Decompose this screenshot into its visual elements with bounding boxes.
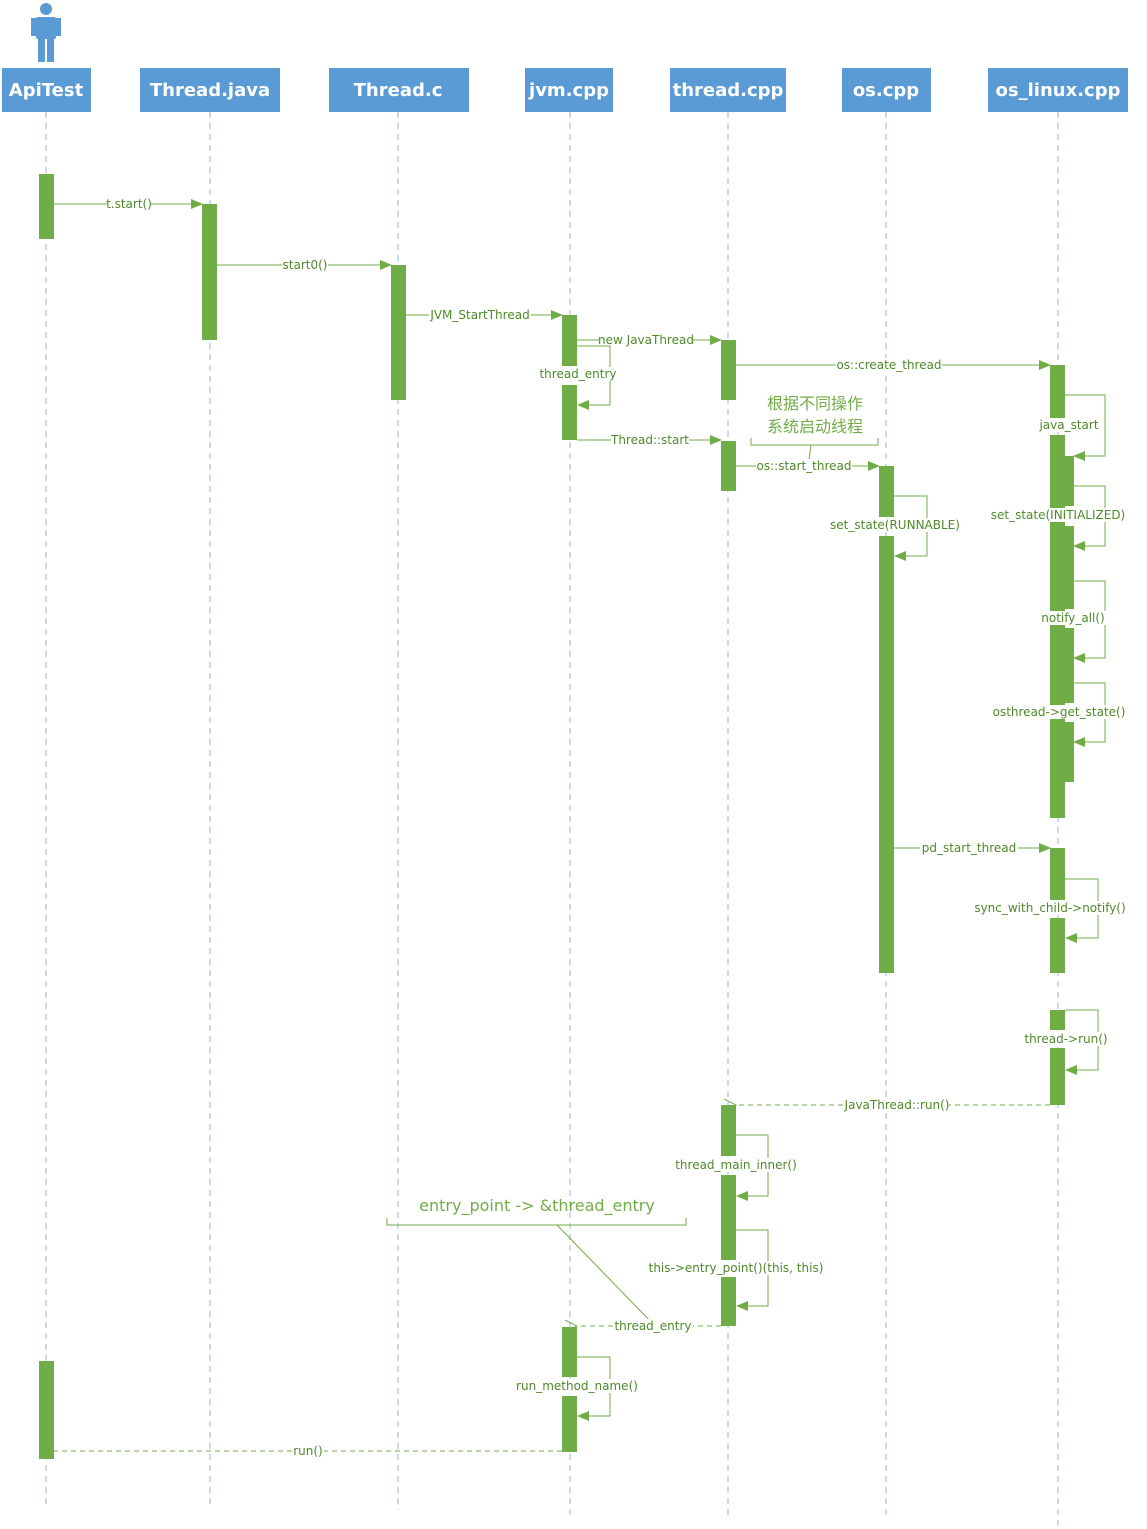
message-thread-main-inner: thread_main_inner(): [674, 1134, 798, 1201]
activation-bar: [879, 536, 894, 973]
message-jvm-start-thread: JVM_StartThread: [406, 308, 563, 322]
participant-headers: ApiTest Thread.java Thread.c jvm.cpp thr…: [2, 68, 1128, 112]
activation-bar: [562, 315, 577, 366]
participant-label: Thread.c: [354, 80, 443, 101]
message-run-method-name: run_method_name(): [516, 1356, 638, 1421]
message-label: thread_entry: [614, 1319, 691, 1333]
message-entry-point-call: this->entry_point()(this, this): [649, 1229, 824, 1311]
message-os-start-thread: os::start_thread: [736, 459, 880, 473]
activation-bar: [721, 441, 736, 491]
message-label: notify_all(): [1041, 611, 1105, 625]
activation-bar: [1050, 848, 1065, 900]
message-label: JVM_StartThread: [429, 308, 529, 322]
message-thread-start: Thread::start: [577, 433, 722, 447]
message-thread-entry-return: thread_entry: [577, 1319, 721, 1333]
message-label: run(): [293, 1444, 323, 1458]
message-label: Thread::start: [610, 433, 689, 447]
message-javathread-run: JavaThread::run(): [736, 1098, 1050, 1112]
activation-bar: [562, 385, 577, 440]
participant-thread-cpp: thread.cpp: [670, 68, 786, 112]
participant-jvm-cpp: jvm.cpp: [525, 68, 613, 112]
participant-os-cpp: os.cpp: [842, 68, 931, 112]
activation-bar: [1059, 628, 1074, 703]
message-label: os::start_thread: [757, 459, 852, 473]
participant-os-linux-cpp: os_linux.cpp: [988, 68, 1128, 112]
message-set-state-initialized: set_state(INITIALIZED): [991, 485, 1126, 551]
message-sync-notify: sync_with_child->notify(): [974, 878, 1126, 943]
activation-bar: [562, 1396, 577, 1452]
note-text: 系统启动线程: [767, 417, 863, 436]
message-label: thread_entry: [539, 367, 616, 381]
message-label: thread->run(): [1024, 1032, 1107, 1046]
participant-label: jvm.cpp: [528, 80, 609, 101]
message-label: JavaThread::run(): [844, 1098, 950, 1112]
activation-bar: [39, 1361, 54, 1459]
note-text: entry_point -> &thread_entry: [419, 1196, 655, 1216]
activation-bar: [562, 1327, 577, 1377]
message-new-java-thread: new JavaThread: [577, 333, 722, 347]
activation-bar: [1059, 526, 1074, 609]
message-label: this->entry_point()(this, this): [649, 1261, 824, 1275]
os-note: 根据不同操作 系统启动线程: [750, 394, 879, 468]
message-thread-entry-self: thread_entry: [538, 345, 618, 410]
activation-bar: [202, 204, 217, 340]
message-label: set_state(RUNNABLE): [830, 518, 960, 532]
activation-bar: [1050, 918, 1065, 973]
lifelines: [45, 112, 1059, 1525]
participant-label: Thread.java: [150, 80, 270, 101]
activation-bar: [391, 265, 406, 400]
activation-bars: [39, 174, 1074, 1459]
message-label: t.start(): [106, 197, 152, 211]
message-os-create-thread: os::create_thread: [736, 358, 1051, 372]
message-run-return: run(): [54, 1444, 562, 1458]
participant-label: os_linux.cpp: [996, 80, 1121, 101]
activation-bar: [879, 466, 894, 517]
activation-bar: [721, 1277, 736, 1326]
activation-bar: [1050, 1010, 1065, 1030]
message-label: thread_main_inner(): [675, 1158, 797, 1172]
participant-thread-c: Thread.c: [329, 68, 469, 112]
activation-bar: [1059, 722, 1074, 782]
message-get-state: osthread->get_state(): [993, 682, 1126, 747]
message-pd-start-thread: pd_start_thread: [894, 841, 1051, 855]
message-label: sync_with_child->notify(): [974, 901, 1125, 915]
message-t-start: t.start(): [54, 197, 203, 211]
activation-bar: [721, 340, 736, 400]
message-label: java_start: [1038, 418, 1098, 432]
participant-apitest: ApiTest: [2, 68, 91, 112]
message-java-start: java_start: [1038, 394, 1106, 461]
message-label: pd_start_thread: [922, 841, 1017, 855]
activation-bar: [721, 1175, 736, 1260]
activation-bar: [39, 174, 54, 239]
activation-bar: [1050, 365, 1065, 418]
message-thread-run: thread->run(): [1024, 1009, 1108, 1075]
entry-point-note: entry_point -> &thread_entry: [386, 1196, 687, 1327]
message-label: set_state(INITIALIZED): [991, 508, 1126, 522]
message-label: run_method_name(): [516, 1379, 638, 1393]
message-label: start0(): [283, 258, 328, 272]
note-text: 根据不同操作: [767, 394, 863, 413]
activation-bar: [1050, 1048, 1065, 1105]
actor-icon: [31, 3, 61, 62]
message-label: os::create_thread: [836, 358, 941, 372]
participant-label: os.cpp: [853, 80, 919, 101]
participant-thread-java: Thread.java: [140, 68, 280, 112]
message-start0: start0(): [217, 258, 392, 272]
message-notify-all: notify_all(): [1041, 580, 1107, 663]
message-label: osthread->get_state(): [993, 705, 1126, 719]
participant-label: thread.cpp: [673, 80, 784, 101]
message-label: new JavaThread: [598, 333, 694, 347]
message-set-state-runnable: set_state(RUNNABLE): [830, 495, 960, 561]
activation-bar: [1059, 456, 1074, 506]
participant-label: ApiTest: [9, 80, 84, 101]
activation-bar: [721, 1105, 736, 1156]
